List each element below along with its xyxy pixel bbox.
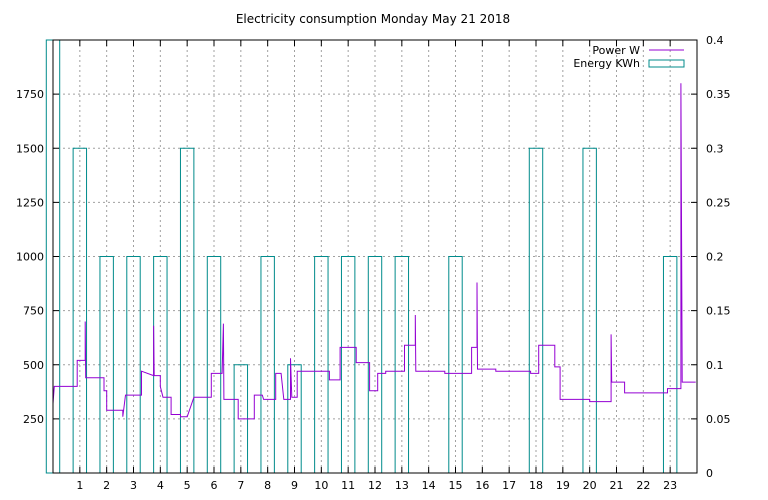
x-tick-label: 4 [157, 479, 164, 492]
x-tick-label: 20 [583, 479, 597, 492]
y2-tick-label: 0.05 [706, 413, 731, 426]
x-tick-label: 11 [341, 479, 355, 492]
y2-tick-label: 0 [706, 467, 713, 480]
legend: Power W Energy KWh [573, 44, 685, 70]
y2-tick-label: 0.25 [706, 196, 731, 209]
energy-boxes [45, 39, 678, 474]
x-tick-label: 1 [76, 479, 83, 492]
axis-ticks: 1 2 3 4 5 6 7 8 9 10 11 12 13 14 15 16 17 18 19 20 21 22 23250… [16, 34, 731, 492]
x-tick-label: 19 [556, 479, 570, 492]
x-tick-label: 16 [475, 479, 489, 492]
x-tick-label: 8 [264, 479, 271, 492]
x-tick-label: 18 [529, 479, 543, 492]
y-tick-label: 750 [23, 305, 44, 318]
y2-tick-label: 0.3 [706, 142, 724, 155]
y2-tick-label: 0.15 [706, 305, 731, 318]
power-line [52, 83, 696, 420]
legend-label-energy: Energy KWh [573, 57, 640, 70]
x-tick-label: 23 [663, 479, 677, 492]
x-tick-label: 9 [291, 479, 298, 492]
x-tick-label: 5 [184, 479, 191, 492]
y-tick-label: 1750 [16, 88, 44, 101]
x-tick-label: 15 [449, 479, 463, 492]
x-tick-label: 12 [368, 479, 382, 492]
x-tick-label: 13 [395, 479, 409, 492]
x-tick-label: 22 [636, 479, 650, 492]
y-tick-label: 1500 [16, 142, 44, 155]
y-tick-label: 250 [23, 413, 44, 426]
x-tick-label: 6 [211, 479, 218, 492]
y-tick-label: 1250 [16, 196, 44, 209]
x-tick-label: 2 [103, 479, 110, 492]
legend-label-power: Power W [592, 44, 640, 57]
x-tick-label: 21 [610, 479, 624, 492]
x-tick-label: 17 [502, 479, 516, 492]
y2-tick-label: 0.4 [706, 34, 724, 47]
chart-title: Electricity consumption Monday May 21 20… [236, 12, 510, 26]
y-tick-label: 500 [23, 359, 44, 372]
legend-swatch-energy [648, 59, 685, 68]
x-tick-label: 14 [422, 479, 436, 492]
x-tick-label: 7 [237, 479, 244, 492]
y-tick-label: 1000 [16, 251, 44, 264]
y2-tick-label: 0.1 [706, 359, 724, 372]
x-tick-label: 10 [314, 479, 328, 492]
x-tick-label: 3 [130, 479, 137, 492]
y2-tick-label: 0.35 [706, 88, 731, 101]
y2-tick-label: 0.2 [706, 251, 724, 264]
power-series-line [52, 83, 696, 420]
